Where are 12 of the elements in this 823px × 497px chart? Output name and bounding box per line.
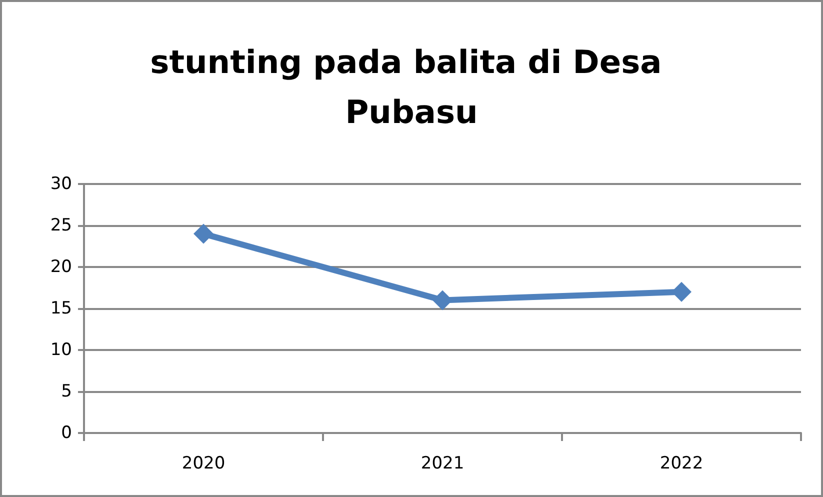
y-tick-label: 30 [50,174,72,194]
x-tick-label: 2020 [182,454,226,474]
x-tick-label: 2022 [660,454,704,474]
y-tick-label: 0 [61,423,72,443]
point [194,224,214,244]
chart-title: stunting pada balita di Desa Pubasu [150,43,673,131]
y-tick-label: 15 [50,298,72,318]
x-tick-label: 2021 [420,454,464,474]
y-tick-label: 20 [50,257,72,277]
y-tick-label: 25 [50,216,72,236]
y-tick-label: 10 [50,340,72,360]
y-tick-label: 5 [61,382,72,402]
